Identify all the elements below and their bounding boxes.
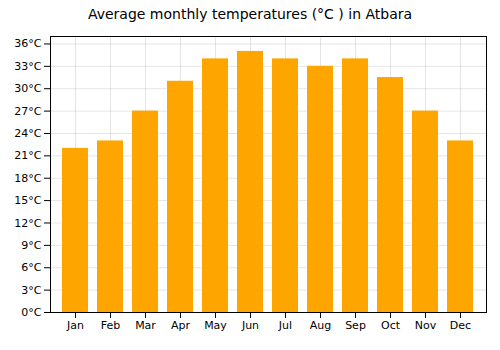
svg-text:9°C: 9°C — [21, 239, 41, 252]
svg-text:May: May — [204, 319, 227, 332]
svg-text:3°C: 3°C — [21, 284, 41, 297]
svg-text:0°C: 0°C — [21, 306, 41, 319]
svg-text:Jun: Jun — [241, 319, 259, 332]
svg-text:27°C: 27°C — [14, 105, 41, 118]
svg-text:18°C: 18°C — [14, 172, 41, 185]
svg-text:30°C: 30°C — [14, 82, 41, 95]
svg-text:Jul: Jul — [278, 319, 292, 332]
svg-text:6°C: 6°C — [21, 261, 41, 274]
svg-text:Apr: Apr — [171, 319, 191, 332]
svg-text:Dec: Dec — [450, 319, 471, 332]
svg-text:Aug: Aug — [310, 319, 331, 332]
svg-text:33°C: 33°C — [14, 60, 41, 73]
svg-text:15°C: 15°C — [14, 194, 41, 207]
svg-text:Sep: Sep — [345, 319, 366, 332]
svg-text:24°C: 24°C — [14, 127, 41, 140]
svg-text:Mar: Mar — [135, 319, 156, 332]
svg-text:Jan: Jan — [66, 319, 84, 332]
svg-text:12°C: 12°C — [14, 217, 41, 230]
svg-text:Feb: Feb — [101, 319, 120, 332]
svg-text:Nov: Nov — [415, 319, 437, 332]
svg-text:Oct: Oct — [381, 319, 401, 332]
svg-text:36°C: 36°C — [14, 37, 41, 50]
html-text:Average monthly temperatures (: Average monthly temperatures (°C ) in At… — [87, 6, 413, 22]
svg-text:21°C: 21°C — [14, 149, 41, 162]
